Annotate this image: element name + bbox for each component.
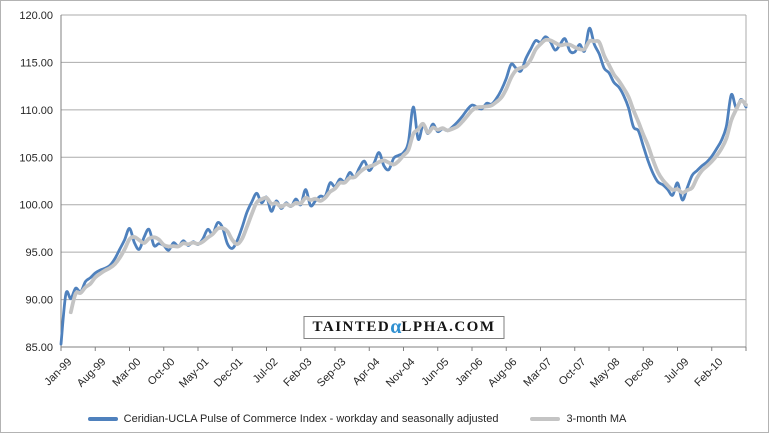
legend-label-pci: Ceridian-UCLA Pulse of Commerce Index - … xyxy=(123,413,499,425)
legend-item-pci: Ceridian-UCLA Pulse of Commerce Index - … xyxy=(87,413,499,425)
watermark-text-right: LPHA.COM xyxy=(401,319,496,335)
series-line-ma xyxy=(68,37,748,315)
y-axis-label: 115.00 xyxy=(20,57,53,69)
y-axis-label: 95.00 xyxy=(25,247,53,259)
series-line-pci xyxy=(59,26,748,346)
legend-label-ma: 3-month MA xyxy=(566,413,627,425)
y-axis-label: 105.00 xyxy=(19,152,53,164)
y-axis-label: 120.00 xyxy=(19,10,53,22)
y-axis-label: 85.00 xyxy=(25,342,53,354)
watermark-text-left: TAINTED xyxy=(312,319,391,335)
y-axis-label: 100.00 xyxy=(19,200,53,212)
y-axis-label: 90.00 xyxy=(25,295,53,307)
legend-swatch-pci xyxy=(87,417,118,421)
y-axis-label: 110.00 xyxy=(20,105,53,117)
legend-item-ma: 3-month MA xyxy=(530,413,626,425)
watermark-alpha-glyph: α xyxy=(390,316,402,338)
legend: Ceridian-UCLA Pulse of Commerce Index - … xyxy=(1,413,768,425)
watermark: TAINTED α LPHA.COM xyxy=(303,316,505,339)
legend-swatch-ma xyxy=(530,417,561,421)
